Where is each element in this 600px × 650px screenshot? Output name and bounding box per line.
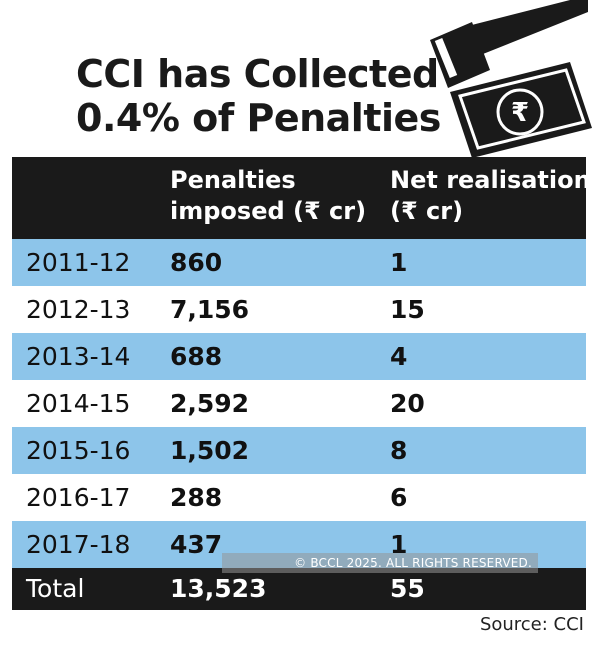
header-realisation: Net realisation (₹ cr) (390, 165, 591, 227)
title-line-2: 0.4% of Penalties (76, 96, 441, 140)
row-year: 2015-16 (26, 436, 131, 465)
row-year: 2016-17 (26, 483, 131, 512)
copyright-watermark: © BCCL 2025. ALL RIGHTS RESERVED. (222, 553, 538, 573)
row-penalties: 688 (170, 342, 223, 371)
header-penalties-line1: Penalties (170, 166, 296, 194)
gavel-and-rupee-note-icon: ₹ (430, 0, 592, 158)
row-realisation: 4 (390, 342, 408, 371)
row-penalties: 288 (170, 483, 223, 512)
total-realisation: 55 (390, 574, 425, 603)
row-realisation: 15 (390, 295, 425, 324)
row-realisation: 1 (390, 248, 408, 277)
row-year: 2017-18 (26, 530, 131, 559)
svg-text:₹: ₹ (511, 98, 529, 128)
table-header: Penalties imposed (₹ cr) Net realisation… (12, 157, 591, 239)
row-year: 2011-12 (26, 248, 131, 277)
total-penalties: 13,523 (170, 574, 267, 603)
row-penalties: 1,502 (170, 436, 250, 465)
header-penalties: Penalties imposed (₹ cr) (170, 165, 366, 227)
header-penalties-line2: imposed (₹ cr) (170, 197, 367, 225)
table-row: 2012-13 7,156 15 (12, 286, 586, 333)
row-penalties: 7,156 (170, 295, 250, 324)
table-row: 2013-14 688 4 (12, 333, 586, 380)
row-realisation: 6 (390, 483, 408, 512)
table-row: 2014-15 2,592 20 (12, 380, 586, 427)
penalties-table: Penalties imposed (₹ cr) Net realisation… (12, 157, 591, 610)
table-row: 2016-17 288 6 (12, 474, 586, 521)
table-row: 2015-16 1,502 8 (12, 427, 586, 474)
table-row: 2011-12 860 1 (12, 239, 586, 286)
header-realisation-line1: Net realisation (390, 166, 591, 194)
header-realisation-line2: (₹ cr) (390, 197, 464, 225)
rupee-coin-icon (496, 88, 544, 136)
title-line-1: CCI has Collected (76, 52, 439, 96)
row-penalties: 860 (170, 248, 223, 277)
row-year: 2014-15 (26, 389, 131, 418)
row-realisation: 20 (390, 389, 425, 418)
row-penalties: 2,592 (170, 389, 250, 418)
row-year: 2013-14 (26, 342, 131, 371)
table-total-row: Total 13,523 55 (12, 568, 586, 610)
total-label: Total (26, 574, 85, 603)
row-year: 2012-13 (26, 295, 131, 324)
source-note: Source: CCI (479, 614, 584, 635)
row-realisation: 1 (390, 530, 408, 559)
page-title: CCI has Collected 0.4% of Penalties (76, 52, 441, 140)
row-realisation: 8 (390, 436, 408, 465)
row-penalties: 437 (170, 530, 223, 559)
